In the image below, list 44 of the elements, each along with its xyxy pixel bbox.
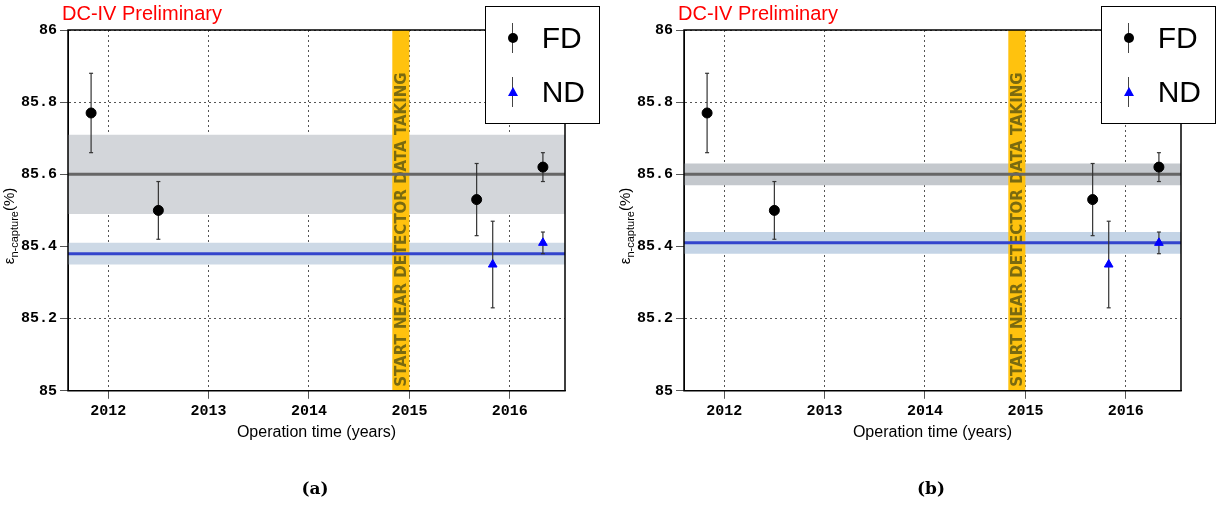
x-tick-label: 2012 <box>90 402 127 420</box>
y-tick-label: 85 <box>38 382 58 400</box>
legend-label: ND <box>541 75 585 109</box>
x-tick-label: 2014 <box>290 402 327 420</box>
x-axis-title: Operation time (years) <box>236 422 397 440</box>
y-tick-label: 86 <box>38 21 58 39</box>
point <box>1154 237 1164 246</box>
point <box>768 204 780 216</box>
x-tick-label: 2016 <box>1107 402 1144 420</box>
legend-label: FD <box>541 21 582 55</box>
legend-label: ND <box>1157 75 1201 109</box>
point <box>701 107 713 119</box>
y-tick-label: 85.2 <box>636 310 674 328</box>
x-tick-label: 2016 <box>491 402 528 420</box>
x-tick-label: 2013 <box>190 402 227 420</box>
y-tick-label: 85.2 <box>20 310 58 328</box>
x-axis-title: Operation time (years) <box>852 422 1013 440</box>
point <box>471 194 483 206</box>
text: (a) <box>301 478 329 498</box>
y-tick-label: 85.4 <box>636 238 674 256</box>
point <box>152 204 164 216</box>
y-tick-label: 85 <box>654 382 674 400</box>
x-tick-label: 2012 <box>706 402 743 420</box>
point <box>1103 259 1114 268</box>
y-tick-label: 85.8 <box>636 93 674 111</box>
point <box>1087 194 1099 206</box>
point <box>538 237 548 246</box>
chart-title: DC-IV Preliminary <box>678 2 839 25</box>
x-tick-label: 2015 <box>1007 402 1044 420</box>
y-tick-label: 85.8 <box>20 93 58 111</box>
x-tick-label: 2013 <box>806 402 843 420</box>
y-tick-label: 85.6 <box>636 166 674 184</box>
point <box>85 107 97 119</box>
x-tick-label: 2015 <box>391 402 428 420</box>
y-tick-label: 86 <box>654 21 674 39</box>
y-tick-label: 85.4 <box>20 238 58 256</box>
legend-label: FD <box>1157 21 1198 55</box>
point <box>537 161 549 173</box>
point <box>487 259 498 268</box>
point <box>1153 161 1165 173</box>
x-tick-label: 2014 <box>906 402 943 420</box>
text: (b) <box>917 478 945 498</box>
chart-title: DC-IV Preliminary <box>62 2 223 25</box>
y-tick-label: 85.6 <box>20 166 58 184</box>
